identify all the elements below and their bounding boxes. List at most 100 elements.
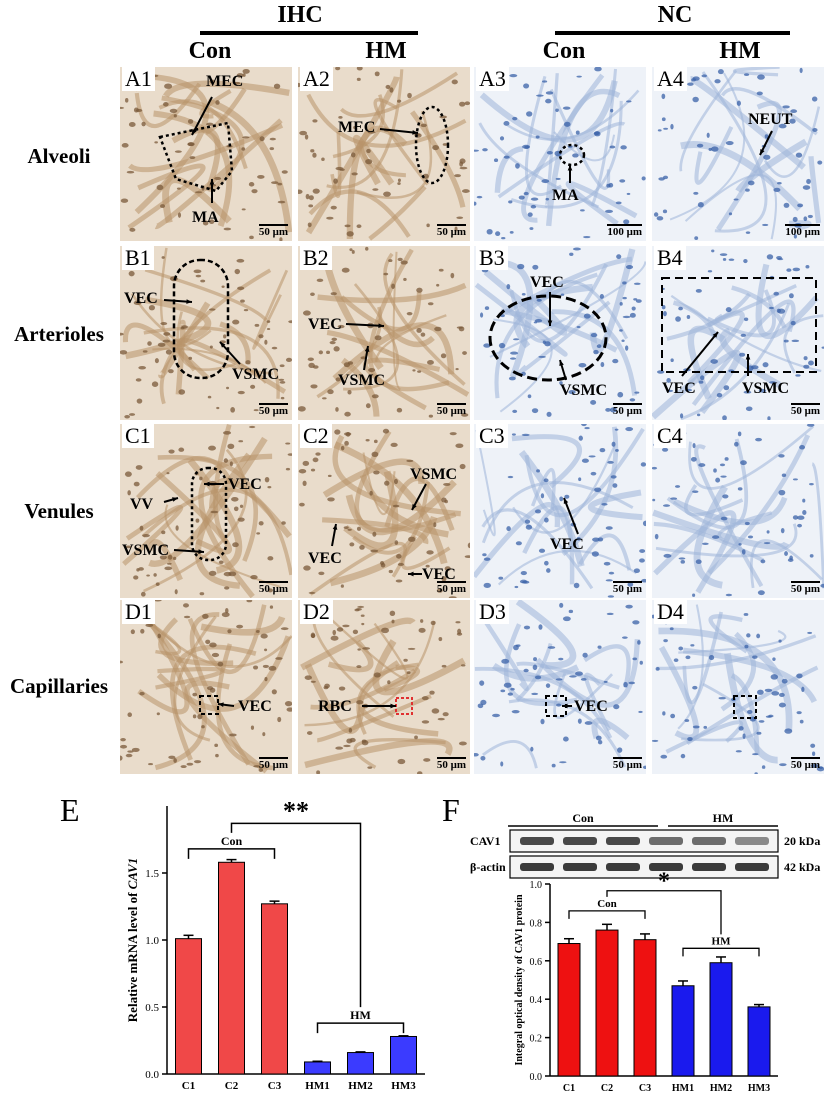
y-tick-label: 0.5: [145, 1002, 159, 1014]
blot-band: [606, 837, 640, 845]
annotation-b4-0: VEC: [662, 380, 696, 397]
blot-label-1: β-actin: [470, 860, 506, 874]
header-ihc-bar: [200, 31, 418, 35]
annotation-d2-0: RBC: [318, 698, 352, 715]
scale-bar-c2: 50 μm: [436, 581, 467, 595]
annotation-b1-0: VEC: [124, 290, 158, 307]
annotation-c2-0: VSMC: [410, 466, 458, 483]
micrograph-image-d2: [298, 600, 470, 774]
panel-label-b1: B1: [122, 246, 154, 270]
scale-bar-a1: 50 μm: [258, 224, 289, 238]
panel-label-c3: C3: [476, 424, 508, 448]
scale-bar-d3: 50 μm: [612, 757, 643, 771]
micrograph-d1: D1 50 μm VEC: [120, 600, 292, 774]
annotation-b3-0: VEC: [530, 274, 564, 291]
micrograph-b1: B1 50 μm VEC VSMC: [120, 246, 292, 420]
micrograph-c3: C3 50 μm VEC: [474, 424, 646, 598]
blot-band: [692, 863, 726, 871]
micrograph-d4: D4 50 μm: [652, 600, 824, 774]
micrograph-b3: B3 50 μm VEC VSMC: [474, 246, 646, 420]
panel-label-d1: D1: [122, 600, 155, 624]
blot-label-0: CAV1: [470, 834, 500, 848]
panel-label-f: F: [442, 792, 460, 828]
scale-bar-d1: 50 μm: [258, 757, 289, 771]
blot-size-1: 42 kDa: [784, 860, 820, 874]
row-label-arterioles: Arterioles: [14, 322, 104, 346]
micrograph-image-b4: [652, 246, 824, 420]
y-tick-label: 1.5: [145, 868, 159, 880]
panel-label-a4: A4: [654, 67, 687, 91]
x-tick-label-C3: C3: [268, 1080, 282, 1092]
annotation-a3-0: MA: [552, 187, 579, 204]
annotation-c1-2: VSMC: [122, 542, 170, 559]
y-axis-label-gene: CAV1: [125, 858, 140, 890]
annotation-a1-0: MEC: [206, 73, 244, 90]
annotation-b2-1: VSMC: [338, 372, 386, 389]
chart-f: Con HM CAV1 20 kDa β-actin 42 kDa 0.0 0.2 0.4 0.6…: [470, 812, 820, 1094]
scale-bar-d4: 50 μm: [790, 757, 821, 771]
micrograph-image-c3: [474, 424, 646, 598]
blot-band: [563, 837, 597, 845]
group-label-Con: Con: [221, 834, 243, 848]
panel-label-d4: D4: [654, 600, 687, 624]
blot-band: [520, 837, 554, 845]
scale-bar-c4: 50 μm: [790, 581, 821, 595]
y-tick-label: 1.0: [530, 880, 543, 891]
panel-label-b3: B3: [476, 246, 508, 270]
y-tick-label: 0.8: [530, 918, 543, 929]
scale-bar-b4: 50 μm: [790, 403, 821, 417]
micrograph-d2: D2 50 μm RBC: [298, 600, 470, 774]
micrograph-image-b1: [120, 246, 292, 420]
row-label-venules: Venules: [24, 499, 94, 523]
group-label-HM: HM: [350, 1008, 371, 1022]
x-tick-label-HM3: HM3: [391, 1080, 416, 1092]
significance-marker: *: [658, 869, 670, 895]
annotation-b1-1: VSMC: [232, 366, 280, 383]
y-tick-label: 0.4: [530, 995, 543, 1006]
scale-bar-c1: 50 μm: [258, 581, 289, 595]
micrograph-a4: A4 100 μm NEUT: [652, 67, 824, 241]
bar-HM1: [304, 1061, 331, 1075]
y-tick-label: 1.0: [145, 935, 159, 947]
micrograph-d3: D3 50 μm VEC: [474, 600, 646, 774]
chart-e: 0.0 0.5 1.0 1.5 C1 C2 C3 HM1 HM2 HM3 Relative mRNA…: [125, 796, 425, 1092]
group-bracket-Con: [568, 910, 646, 919]
significance-bracket: [606, 890, 722, 935]
panel-label-a2: A2: [300, 67, 333, 91]
blot-band: [606, 863, 640, 871]
blot-band: [563, 863, 597, 871]
scale-bar-c3: 50 μm: [612, 581, 643, 595]
annotation-a2-0: MEC: [338, 119, 376, 136]
micrograph-c1: C1 50 μm VEC VV VSMC: [120, 424, 292, 598]
x-tick-label-HM2: HM2: [348, 1080, 373, 1092]
header-nc-bar: [555, 31, 790, 35]
bar-C3: [633, 939, 657, 1077]
x-tick-label-HM2: HM2: [710, 1083, 732, 1094]
y-tick-label: 0.2: [530, 1034, 543, 1045]
bar-HM3: [390, 1035, 417, 1075]
blot-strip-0: [509, 829, 779, 853]
micrograph-a2: A2 50 μm MEC: [298, 67, 470, 241]
blot-band: [649, 837, 683, 845]
scale-bar-b2: 50 μm: [436, 403, 467, 417]
blot-size-0: 20 kDa: [784, 834, 820, 848]
micrograph-image-d4: [652, 600, 824, 774]
scale-bar-a3: 100 μm: [607, 224, 642, 238]
bar-C2: [595, 929, 619, 1077]
micrograph-image-d3: [474, 600, 646, 774]
blot-group-HM: HM: [713, 812, 734, 825]
annotation-a1-1: MA: [192, 209, 219, 226]
group-label-Con: Con: [597, 898, 617, 910]
header-hm-nc: HM: [719, 38, 761, 64]
annotation-c1-0: VEC: [228, 476, 262, 493]
bar-C3: [261, 903, 288, 1075]
annotation-b3-1: VSMC: [560, 382, 608, 399]
group-bracket-Con: [187, 848, 276, 859]
blot-band: [520, 863, 554, 871]
micrograph-c2: C2 50 μm VSMC VEC VEC: [298, 424, 470, 598]
blot-band: [692, 837, 726, 845]
panel-label-c4: C4: [654, 424, 686, 448]
annotation-c2-1: VEC: [308, 550, 342, 567]
bar-HM2: [709, 962, 733, 1077]
panel-label-a1: A1: [122, 67, 155, 91]
